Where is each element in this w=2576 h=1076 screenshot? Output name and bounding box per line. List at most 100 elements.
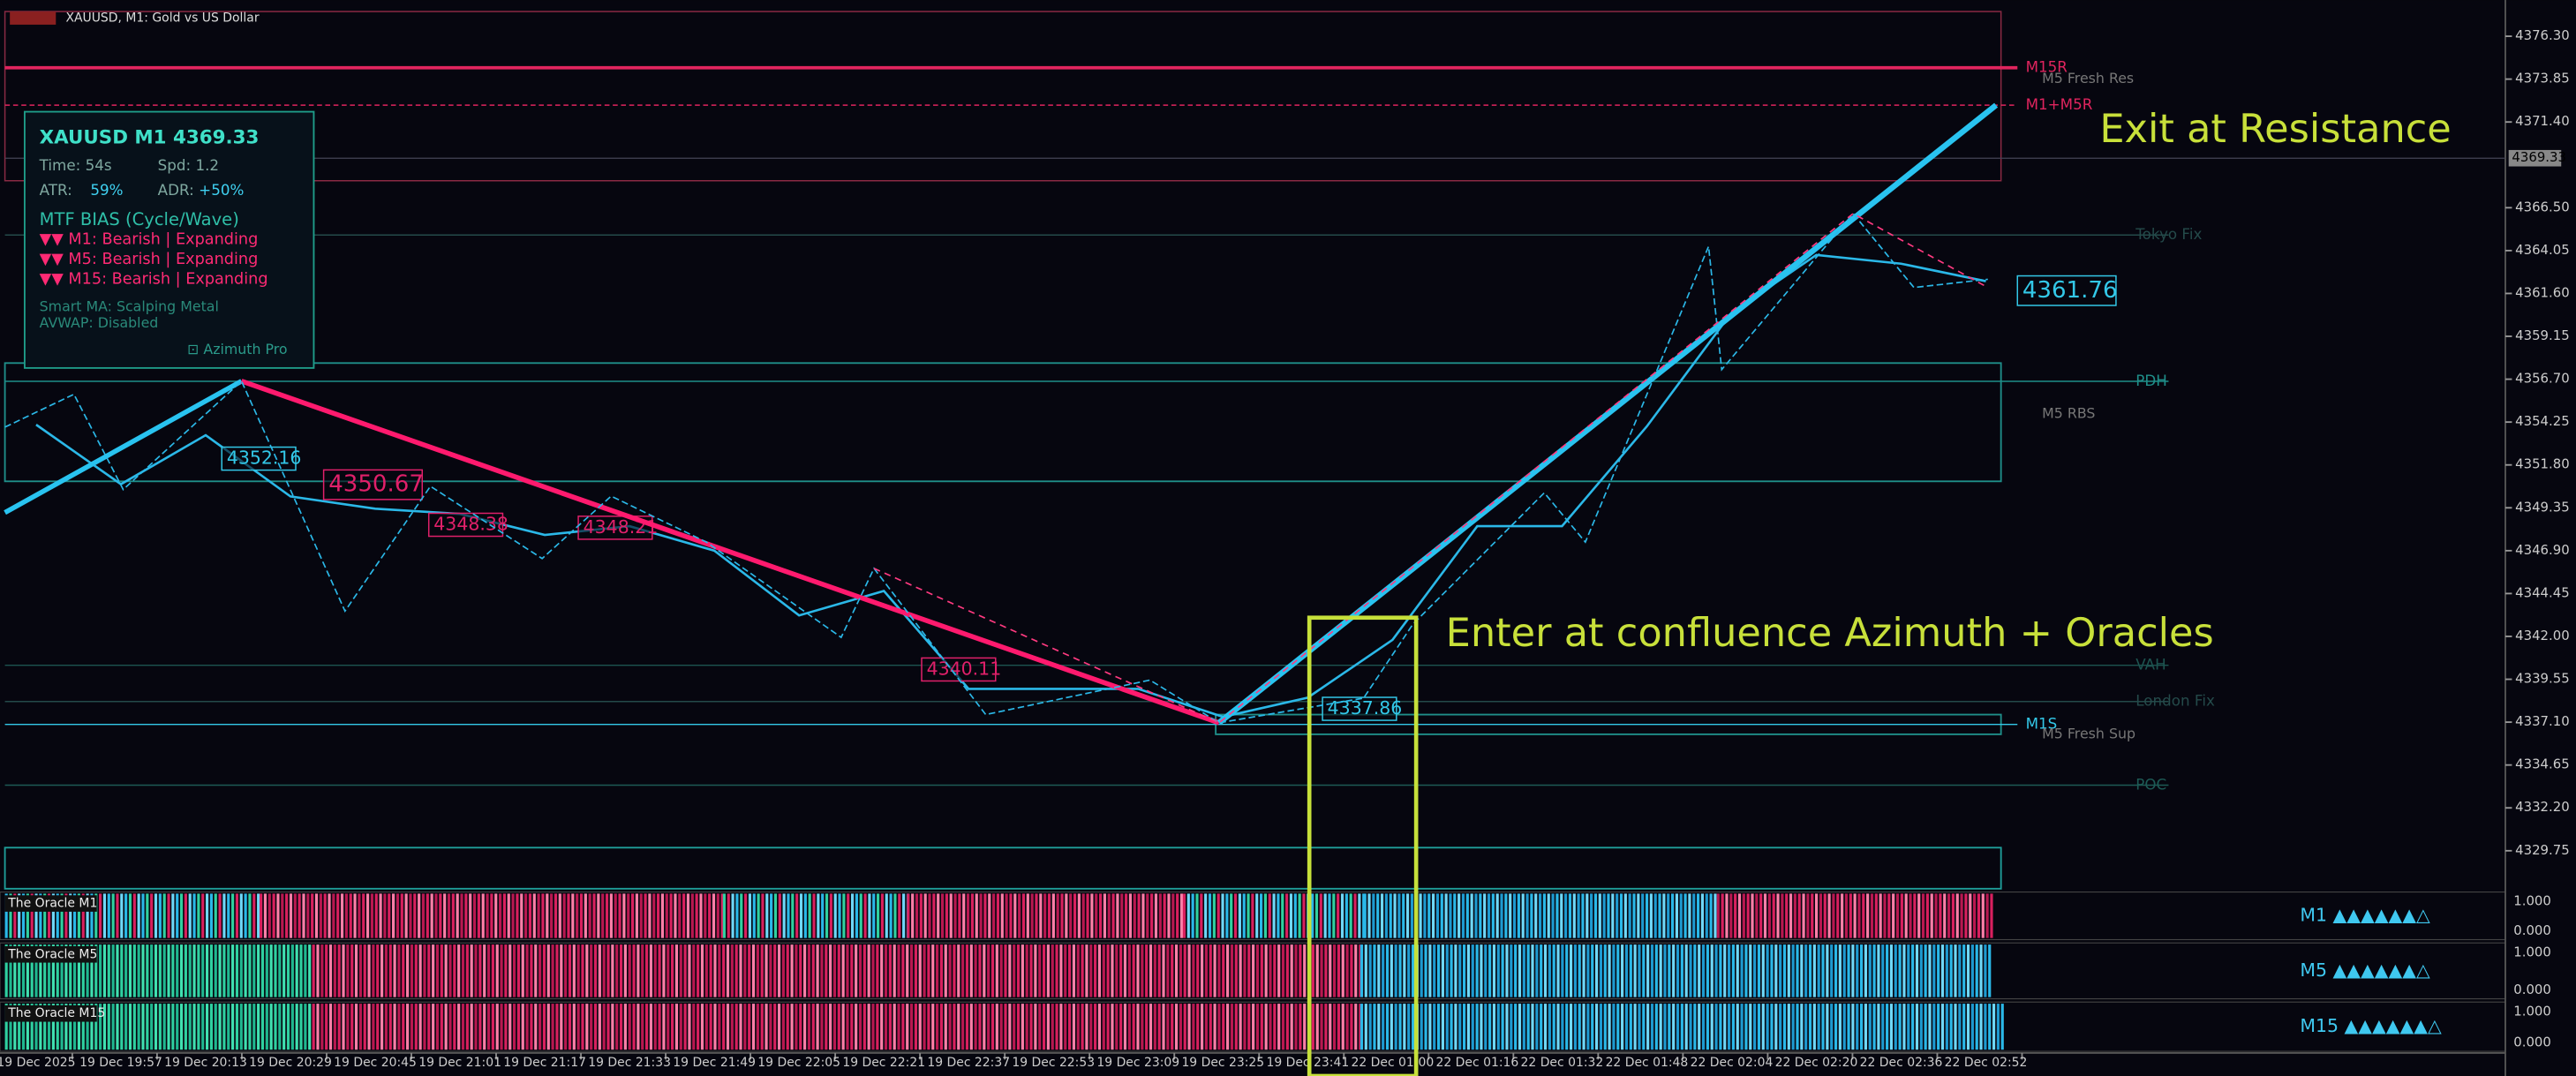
panel-time: Time: 54s: [39, 156, 112, 174]
oracle-bar: [699, 893, 703, 938]
oracle-bar: [669, 893, 673, 938]
oracle-bar: [1311, 944, 1314, 997]
price-label-box: [221, 446, 297, 471]
oracle-bar: [1427, 893, 1431, 938]
oracle-bar: [893, 893, 897, 938]
oracle-bar: [272, 893, 275, 938]
oracle-bar: [808, 893, 811, 938]
price-label: 4352.16: [227, 448, 302, 469]
oracle-bar: [4, 893, 8, 938]
oracle-bar: [302, 893, 305, 938]
oracle-bar: [1064, 1004, 1067, 1050]
oracle-bar: [81, 1004, 85, 1050]
oracle-bar: [1966, 944, 1970, 997]
oracle-bar: [1086, 893, 1089, 938]
oracle-bar: [231, 893, 235, 938]
oracle-bar: [769, 1004, 772, 1050]
oracle-bar: [413, 893, 417, 938]
oracle-bar: [1879, 893, 1882, 938]
oracle-bar: [996, 893, 1000, 938]
oracle-bar: [837, 1004, 840, 1050]
oracle-bar: [1654, 1004, 1658, 1050]
oracle-bar: [1898, 1004, 1902, 1050]
oracle-bar: [320, 944, 324, 997]
oracle-bar: [1115, 944, 1119, 997]
oracle-bar: [486, 1004, 491, 1050]
oracle-bar: [1864, 1004, 1867, 1050]
oracle-bar: [1000, 893, 1004, 938]
oracle-bar: [1009, 893, 1013, 938]
oracle-bar: [260, 1004, 265, 1050]
current-price-label: 4369.33: [2512, 149, 2566, 165]
oracle-bar: [627, 893, 630, 938]
x-tick-label: 19 Dec 22:05: [757, 1056, 840, 1070]
oracle-bar: [400, 893, 403, 938]
oracle-bar: [534, 944, 538, 997]
oracle-bar: [337, 1004, 341, 1050]
oracle-bar: [1141, 893, 1145, 938]
oracle-bar: [1073, 893, 1077, 938]
oracle-bar: [688, 1004, 691, 1050]
oracle-bar: [790, 1004, 794, 1050]
oracle-bar: [1085, 944, 1088, 997]
oracle-bar: [457, 944, 461, 997]
oracle-bar: [1385, 944, 1390, 997]
oracle-bar: [713, 1004, 717, 1050]
oracle-bar: [227, 1004, 230, 1050]
oracle-bar: [726, 1004, 730, 1050]
oracle-bar: [1853, 893, 1857, 938]
oracle-bar: [333, 944, 336, 997]
oracle-bar: [1212, 893, 1216, 938]
oracle-bar: [1183, 944, 1186, 997]
oracle-bar: [1940, 944, 1945, 997]
oracle-bar: [1804, 944, 1808, 997]
oracle-bar: [81, 893, 85, 938]
oracle-bar: [1913, 893, 1917, 938]
oracle-bar: [1123, 1004, 1127, 1050]
oracle-bar: [421, 893, 426, 938]
oracle-bar: [1174, 1004, 1179, 1050]
oracle-bar: [1714, 1004, 1718, 1050]
oracle-bar: [1480, 1004, 1483, 1050]
oracle-bar: [128, 944, 132, 997]
oracle-bar: [1593, 893, 1598, 938]
oracle-bar: [1894, 1004, 1897, 1050]
oracle-bar: [1133, 893, 1136, 938]
oracle-bar: [418, 1004, 422, 1050]
oracle-bar: [21, 944, 26, 997]
oracle-bar: [1337, 1004, 1340, 1050]
oracle-bar: [1055, 1004, 1058, 1050]
oracle-bar: [1025, 944, 1028, 997]
oracle-bar: [674, 893, 677, 938]
oracle-bar: [730, 944, 734, 997]
oracle-bar: [179, 1004, 184, 1050]
oracle-bar: [328, 944, 333, 997]
oracle-bar: [1808, 944, 1812, 997]
oracle-bar: [1013, 944, 1016, 997]
oracle-bar: [966, 893, 970, 938]
oracle-bar: [781, 944, 785, 997]
oracle-bar: [350, 1004, 354, 1050]
oracle-bar: [511, 893, 515, 938]
oracle-bar: [1149, 944, 1153, 997]
oracle-bar: [39, 893, 42, 938]
oracle-bar: [1719, 1004, 1722, 1050]
oracle-bar: [1960, 893, 1963, 938]
oracle-name: The Oracle M1: [7, 897, 97, 911]
oracle-bar: [579, 893, 584, 938]
oracle-bar: [13, 893, 17, 938]
oracle-bar: [257, 944, 260, 997]
oracle-bar: [1902, 1004, 1906, 1050]
oracle-bar: [1273, 944, 1277, 997]
oracle-bar: [953, 944, 956, 997]
oracle-bar: [1830, 944, 1834, 997]
oracle-bar: [1281, 944, 1285, 997]
oracle-bar: [244, 1004, 247, 1050]
oracle-bar: [671, 1004, 674, 1050]
oracle-bar: [289, 893, 293, 938]
oracle-bar: [107, 1004, 110, 1050]
oracle-bar: [328, 1004, 333, 1050]
oracle-bar: [132, 893, 136, 938]
oracle-bar: [295, 944, 298, 997]
